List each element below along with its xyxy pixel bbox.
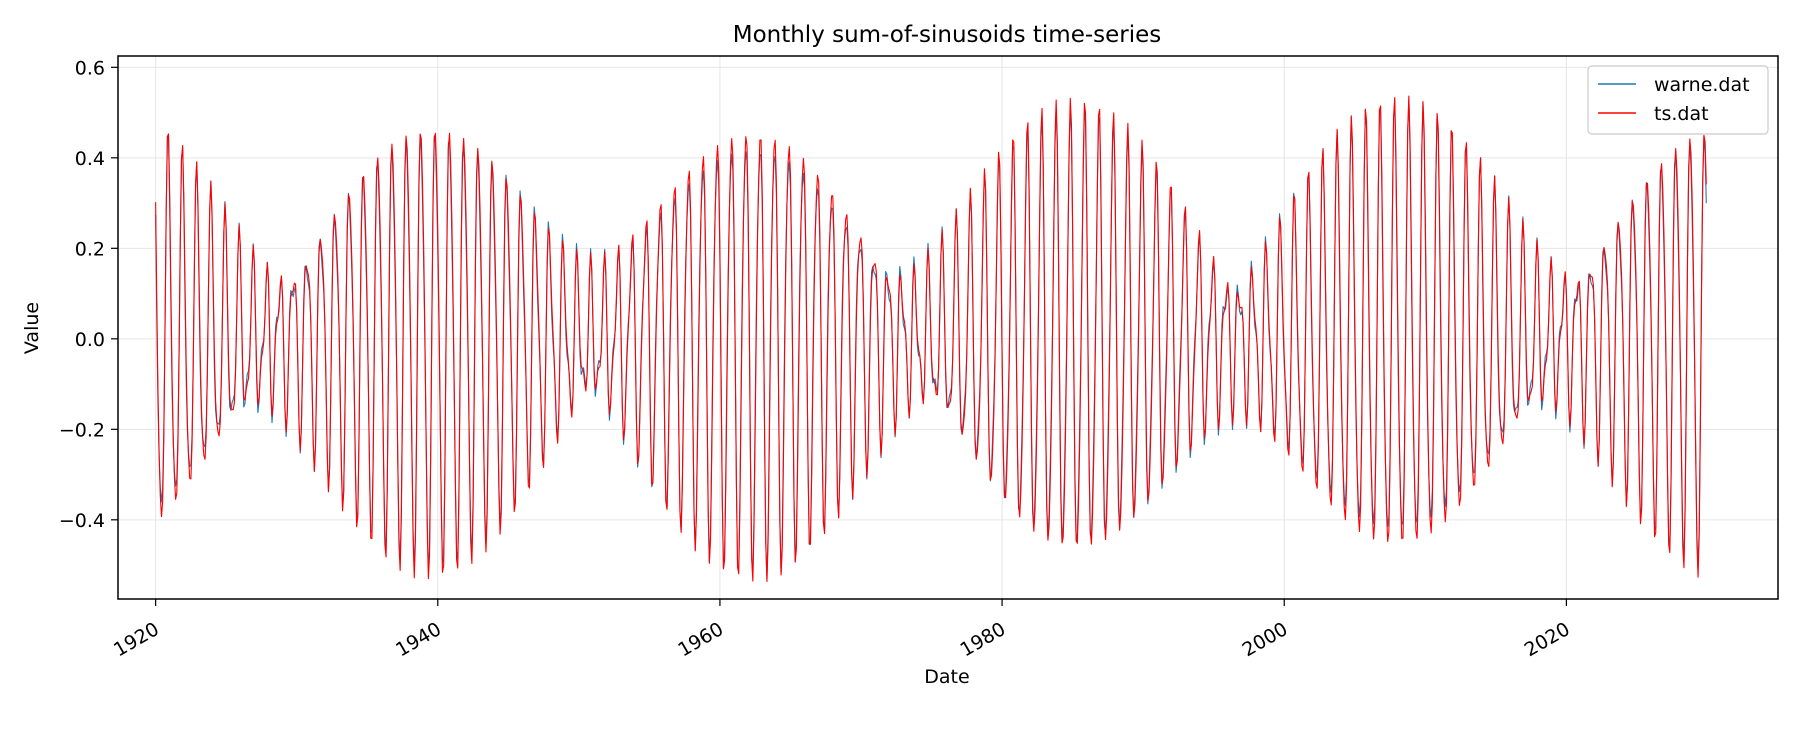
legend-label-warne: warne.dat <box>1654 74 1750 96</box>
y-tick-label: 0.4 <box>75 148 105 170</box>
y-tick-label: 0.2 <box>75 238 105 260</box>
plot-lines <box>155 95 1707 583</box>
y-tick-label: −0.4 <box>59 510 105 532</box>
y-tick-label: 0.6 <box>75 57 105 79</box>
legend-label-ts: ts.dat <box>1654 103 1709 125</box>
y-tick-label: −0.2 <box>59 419 105 441</box>
x-axis-label: Date <box>924 666 969 688</box>
plot-frame <box>117 55 1779 600</box>
chart-title: Monthly sum-of-sinusoids time-series <box>733 22 1162 48</box>
legend-box <box>1587 65 1769 135</box>
y-axis-label: Value <box>21 302 43 354</box>
y-axis: 0.6 0.4 0.2 0.0 −0.2 −0.4 <box>59 57 118 532</box>
y-tick-label: 0.0 <box>75 329 105 351</box>
legend: warne.dat ts.dat <box>1587 65 1769 135</box>
series-line-ts-dat <box>155 95 1707 583</box>
